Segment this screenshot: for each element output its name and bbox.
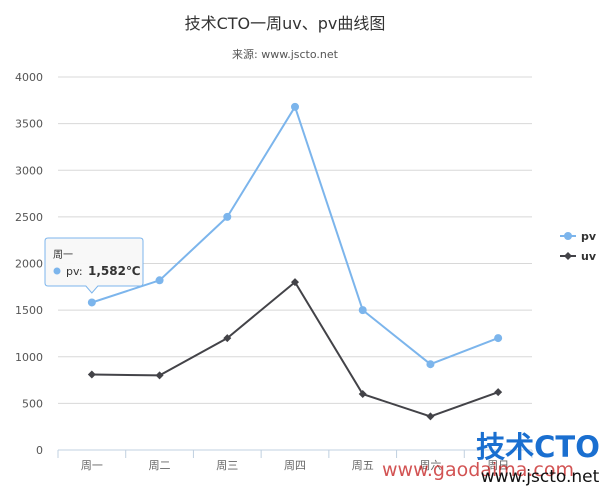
data-point-uv xyxy=(291,278,299,287)
data-point-pv xyxy=(358,306,367,315)
x-tick-label: 周五 xyxy=(352,459,374,472)
data-point-uv xyxy=(494,388,503,397)
data-point-pv xyxy=(155,276,164,285)
legend-label-pv: pv xyxy=(581,230,597,243)
data-point-uv xyxy=(87,370,96,379)
data-point-pv xyxy=(494,334,503,343)
chart-title: 技术CTO一周uv、pv曲线图 xyxy=(185,14,386,33)
data-point-pv xyxy=(291,102,299,111)
y-tick-label: 3500 xyxy=(15,118,43,131)
legend-label-uv: uv xyxy=(581,250,597,263)
data-point-pv xyxy=(223,212,232,221)
y-tick-label: 0 xyxy=(36,444,43,457)
x-axis: 周一 周二 周三 周四 周五 周六 周日 xyxy=(57,449,533,472)
x-tick-label: 周四 xyxy=(284,459,306,472)
chart-subtitle: 来源: www.jscto.net xyxy=(232,47,339,61)
watermark-url-bottom: www.jscto.net xyxy=(481,467,600,487)
legend-marker-uv xyxy=(564,252,572,260)
x-tick-label: 周六 xyxy=(419,459,441,472)
y-axis-ticks: 0 500 1000 1500 2000 2500 3000 3500 4000 xyxy=(15,71,43,457)
y-tick-label: 2000 xyxy=(15,258,43,271)
data-point-uv xyxy=(155,371,164,380)
series-line-pv xyxy=(91,105,499,366)
watermark: 技术CTO www.gaodaima.com www.jscto.net xyxy=(382,430,600,487)
tooltip-header: 周一 xyxy=(53,249,73,261)
tooltip: 周一 pv: 1,582℃ xyxy=(44,237,144,294)
y-tick-label: 3000 xyxy=(15,164,43,177)
tooltip-series-label: pv: xyxy=(66,265,83,278)
data-point-uv xyxy=(358,390,367,399)
y-tick-label: 4000 xyxy=(15,71,43,84)
watermark-logo: 技术CTO xyxy=(476,430,600,464)
series-layer xyxy=(87,102,503,421)
legend: pv uv xyxy=(560,230,597,263)
y-tick-label: 1500 xyxy=(15,304,43,317)
tooltip-box xyxy=(44,237,144,294)
x-tick-label: 周二 xyxy=(149,459,171,472)
x-tick-label: 周日 xyxy=(487,459,509,472)
data-point-uv xyxy=(426,412,435,421)
data-point-uv xyxy=(223,334,232,343)
y-tick-label: 2500 xyxy=(15,211,43,224)
tooltip-value: 1,582℃ xyxy=(88,264,141,278)
data-point-pv xyxy=(87,298,96,307)
data-point-pv xyxy=(426,360,435,369)
x-tick-label: 周一 xyxy=(81,459,103,472)
tooltip-marker xyxy=(53,267,61,275)
watermark-url-top: www.gaodaima.com xyxy=(382,459,574,481)
legend-marker-pv xyxy=(564,232,572,240)
y-tick-label: 1000 xyxy=(15,351,43,364)
series-line-uv xyxy=(91,281,499,418)
x-tick-label: 周三 xyxy=(216,459,238,472)
y-tick-label: 500 xyxy=(22,397,43,410)
